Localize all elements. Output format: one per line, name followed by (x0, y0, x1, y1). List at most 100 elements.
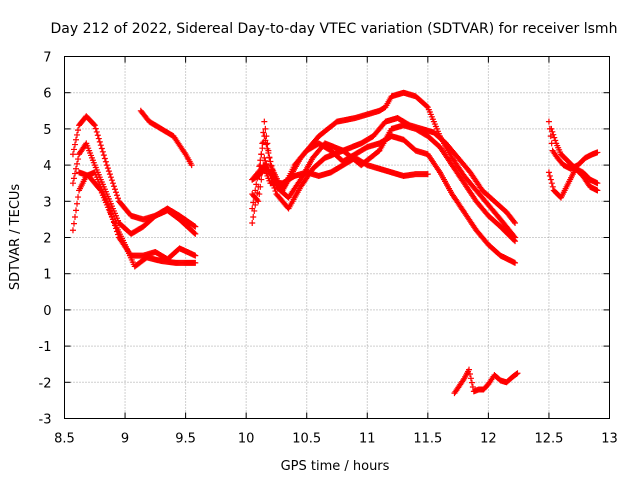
data-point (545, 169, 552, 176)
data-point (100, 152, 107, 159)
data-point (256, 191, 263, 198)
data-point (594, 149, 601, 156)
data-point (92, 125, 99, 132)
data-point (74, 131, 81, 138)
x-tick-label: 8.5 (54, 432, 75, 447)
data-point (255, 198, 262, 205)
data-point (70, 146, 77, 153)
data-point (466, 366, 473, 373)
data-point (102, 158, 109, 165)
data-point (260, 129, 267, 136)
data-point (550, 131, 557, 138)
chart-title: Day 212 of 2022, Sidereal Day-to-day VTE… (51, 21, 618, 37)
data-point (73, 207, 80, 214)
data-point (511, 233, 518, 240)
data-point (594, 187, 601, 194)
data-point (98, 145, 105, 152)
grid (64, 56, 610, 419)
data-point (468, 379, 475, 386)
data-point (112, 189, 119, 196)
data-point (249, 205, 256, 212)
series-arc-a2 (69, 140, 199, 237)
data-point (192, 252, 199, 259)
data-point (514, 370, 521, 377)
data-point (69, 180, 76, 187)
data-point (264, 145, 271, 152)
y-tick-label: 0 (43, 304, 51, 319)
x-tick-label: 10 (238, 432, 255, 447)
series-arc-a4 (76, 169, 199, 270)
data-point (108, 177, 115, 184)
data-point (73, 136, 80, 143)
data-point (192, 223, 199, 230)
data-point (74, 160, 81, 167)
data-point (594, 180, 601, 187)
series-arc-d (451, 366, 521, 397)
data-point (259, 145, 266, 152)
data-point (249, 220, 256, 227)
data-point (513, 370, 520, 377)
x-tick-label: 13 (601, 432, 618, 447)
data-point (511, 218, 518, 225)
data-point (258, 151, 265, 158)
data-point (262, 125, 269, 132)
data-point (103, 162, 110, 169)
data-point (250, 199, 257, 206)
data-point (70, 175, 77, 182)
y-tick-label: 6 (43, 87, 51, 102)
x-axis-label: GPS time / hours (281, 459, 390, 474)
data-point (267, 158, 274, 165)
data-point (547, 176, 554, 183)
data-point (272, 188, 279, 195)
data-point (75, 194, 82, 201)
data-point (512, 220, 519, 227)
data-point (548, 180, 555, 187)
data-point (552, 137, 559, 144)
data-point (257, 183, 264, 190)
data-point (548, 125, 555, 132)
y-tick-label: 4 (43, 159, 51, 174)
data-point (252, 187, 259, 194)
data-point (512, 234, 519, 241)
data-point (96, 186, 103, 193)
y-tick-label: 7 (43, 51, 51, 66)
x-tick-label: 11.5 (413, 432, 442, 447)
data-point (261, 154, 268, 161)
data-point (71, 213, 78, 220)
data-point (549, 183, 556, 190)
data-point (74, 200, 81, 207)
x-tick-label: 9 (121, 432, 129, 447)
y-tick-label: -2 (39, 376, 52, 391)
data-point (261, 133, 268, 140)
data-point (469, 384, 476, 391)
data-point (263, 141, 270, 148)
x-tick-labels: 8.5 9 9.5 10 10.5 11 11.5 12 12.5 13 (54, 432, 618, 447)
data-point (262, 137, 269, 144)
data-point (90, 121, 97, 128)
series-arc-e3 (548, 125, 601, 187)
data-point (265, 150, 272, 157)
data-point (264, 140, 271, 147)
x-tick-label: 12.5 (534, 432, 563, 447)
data-point (423, 103, 430, 110)
data-point (99, 148, 106, 155)
data-point (254, 197, 261, 204)
series-arc-c5 (249, 89, 519, 241)
data-point (95, 135, 102, 142)
data-point (424, 171, 431, 178)
data-point (104, 165, 111, 172)
data-points (69, 89, 601, 397)
data-point (266, 154, 273, 161)
data-point (96, 138, 103, 145)
data-point (93, 128, 100, 135)
data-point (70, 220, 77, 227)
x-tick-label: 10.5 (292, 432, 321, 447)
data-point (551, 134, 558, 141)
data-point (191, 229, 198, 236)
data-point (192, 259, 199, 266)
data-point (192, 230, 199, 237)
axis-ticks (64, 56, 610, 419)
data-point (261, 118, 268, 125)
data-point (69, 151, 76, 158)
